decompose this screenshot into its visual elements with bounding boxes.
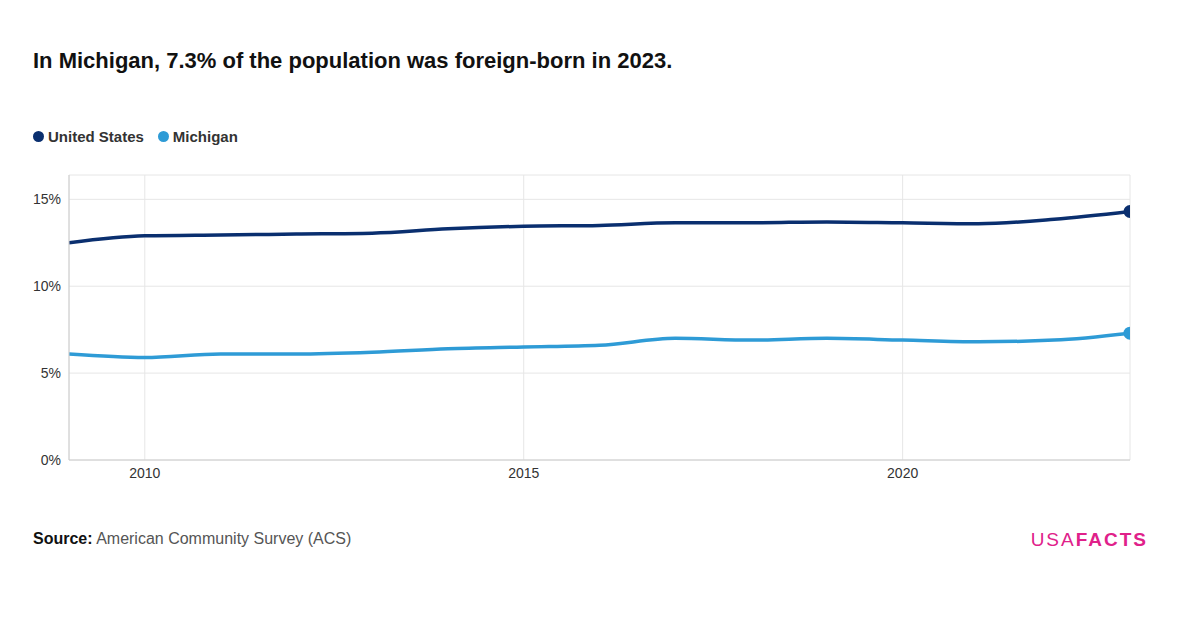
svg-text:0%: 0% [41, 452, 61, 468]
html-text:In Michigan, 7.3% of the popul: In Michigan, 7.3% of the population was … [33, 48, 673, 73]
html-text:Michigan: Michigan [172, 128, 238, 145]
html-text:USA FACTS: USA FACTS [1030, 529, 1148, 550]
html-text:United States: United States [48, 128, 144, 145]
html-text:Source: American Community Sur: Source: American Community Survey (ACS) [33, 530, 352, 547]
svg-text:2020: 2020 [887, 465, 918, 481]
svg-text:15%: 15% [33, 191, 61, 207]
svg-text:10%: 10% [33, 278, 61, 294]
svg-text:2010: 2010 [129, 465, 160, 481]
svg-text:2015: 2015 [508, 465, 539, 481]
svg-text:5%: 5% [41, 365, 61, 381]
